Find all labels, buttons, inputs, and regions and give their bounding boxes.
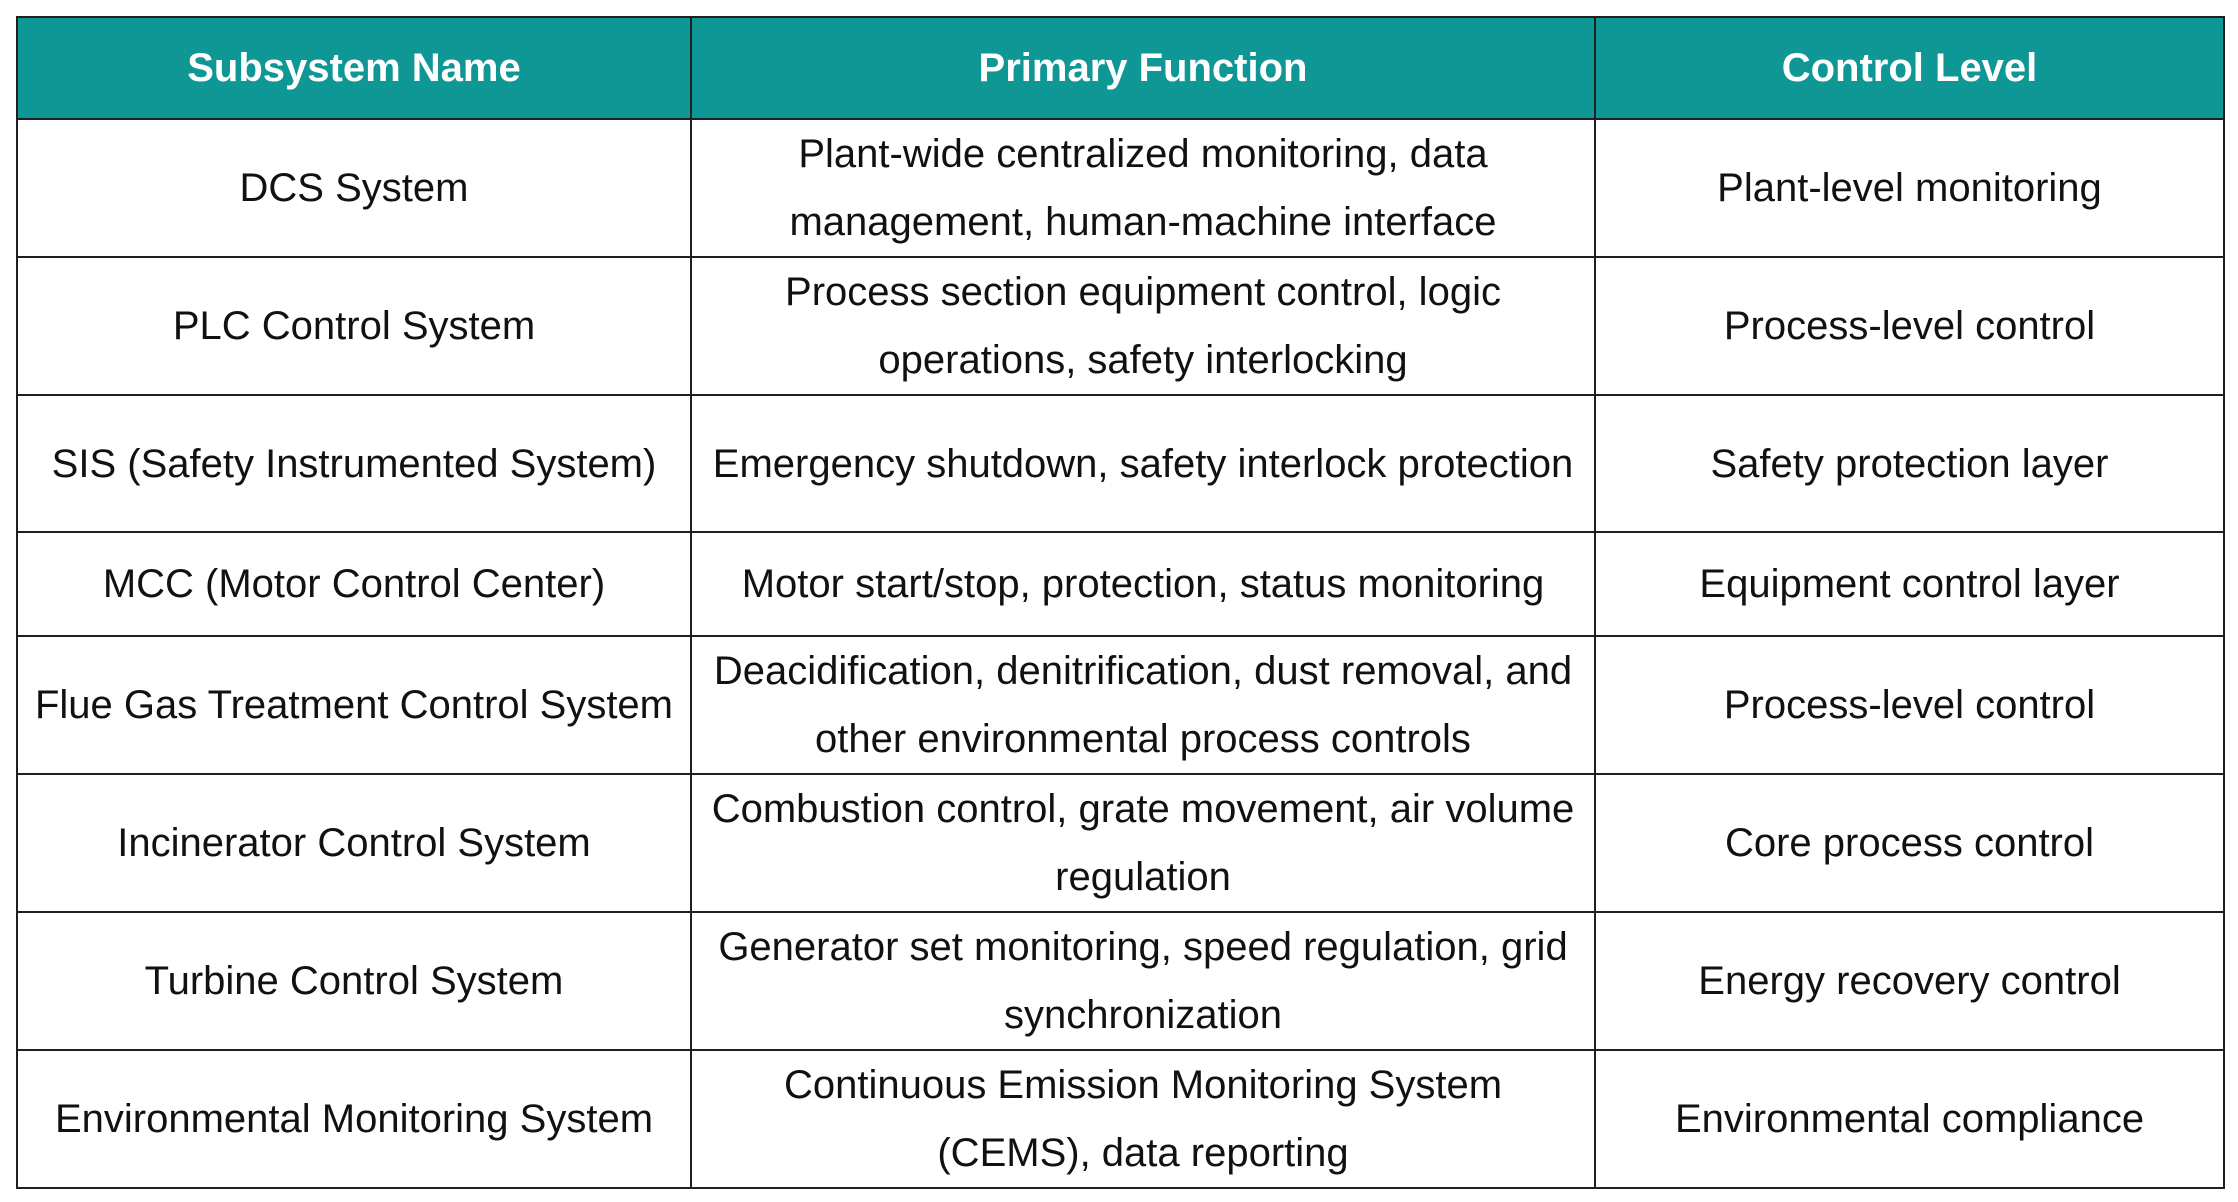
cell-control-level: Core process control bbox=[1594, 773, 2225, 913]
table-row: MCC (Motor Control Center) Motor start/s… bbox=[16, 531, 2225, 637]
cell-primary-function: Deacidification, denitrification, dust r… bbox=[690, 635, 1596, 775]
cell-control-level: Energy recovery control bbox=[1594, 911, 2225, 1051]
cell-primary-function: Emergency shutdown, safety interlock pro… bbox=[690, 394, 1596, 533]
cell-subsystem-name: PLC Control System bbox=[16, 256, 692, 396]
cell-subsystem-name: MCC (Motor Control Center) bbox=[16, 531, 692, 637]
cell-primary-function: Plant-wide centralized monitoring, data … bbox=[690, 118, 1596, 258]
table-row: Turbine Control System Generator set mon… bbox=[16, 911, 2225, 1051]
table-row: Flue Gas Treatment Control System Deacid… bbox=[16, 635, 2225, 775]
cell-control-level: Equipment control layer bbox=[1594, 531, 2225, 637]
table-row: Environmental Monitoring System Continuo… bbox=[16, 1049, 2225, 1189]
cell-subsystem-name: Environmental Monitoring System bbox=[16, 1049, 692, 1189]
header-control-level: Control Level bbox=[1594, 16, 2225, 120]
cell-control-level: Process-level control bbox=[1594, 635, 2225, 775]
cell-subsystem-name: DCS System bbox=[16, 118, 692, 258]
cell-primary-function: Motor start/stop, protection, status mon… bbox=[690, 531, 1596, 637]
header-subsystem-name: Subsystem Name bbox=[16, 16, 692, 120]
cell-subsystem-name: Incinerator Control System bbox=[16, 773, 692, 913]
cell-primary-function: Combustion control, grate movement, air … bbox=[690, 773, 1596, 913]
cell-control-level: Plant-level monitoring bbox=[1594, 118, 2225, 258]
cell-primary-function: Continuous Emission Monitoring System (C… bbox=[690, 1049, 1596, 1189]
subsystem-table-container: Subsystem Name Primary Function Control … bbox=[16, 16, 2225, 1189]
header-primary-function: Primary Function bbox=[690, 16, 1596, 120]
table-row: PLC Control System Process section equip… bbox=[16, 256, 2225, 396]
cell-primary-function: Process section equipment control, logic… bbox=[690, 256, 1596, 396]
cell-control-level: Process-level control bbox=[1594, 256, 2225, 396]
cell-subsystem-name: Turbine Control System bbox=[16, 911, 692, 1051]
cell-subsystem-name: SIS (Safety Instrumented System) bbox=[16, 394, 692, 533]
table-row: SIS (Safety Instrumented System) Emergen… bbox=[16, 394, 2225, 533]
cell-control-level: Environmental compliance bbox=[1594, 1049, 2225, 1189]
cell-subsystem-name: Flue Gas Treatment Control System bbox=[16, 635, 692, 775]
cell-primary-function: Generator set monitoring, speed regulati… bbox=[690, 911, 1596, 1051]
table-header-row: Subsystem Name Primary Function Control … bbox=[16, 16, 2225, 120]
subsystem-table: Subsystem Name Primary Function Control … bbox=[16, 16, 2225, 1189]
table-row: Incinerator Control System Combustion co… bbox=[16, 773, 2225, 913]
cell-control-level: Safety protection layer bbox=[1594, 394, 2225, 533]
table-row: DCS System Plant-wide centralized monito… bbox=[16, 118, 2225, 258]
